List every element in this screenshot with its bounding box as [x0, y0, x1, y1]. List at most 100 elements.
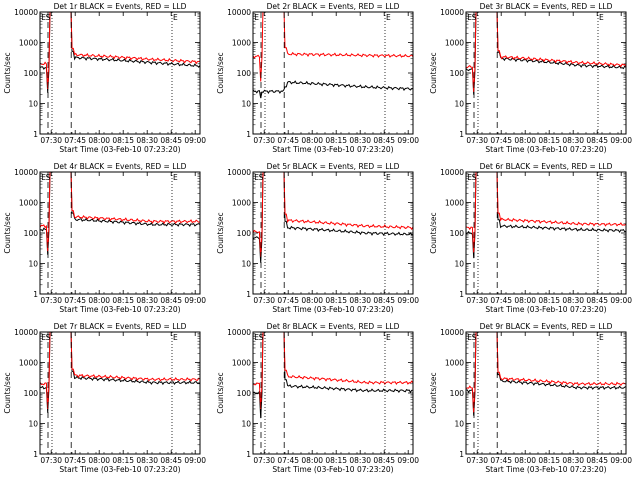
y-axis-label: Counts/sec	[3, 52, 12, 93]
y-axis-label: Counts/sec	[429, 52, 438, 93]
y-axis-label: Counts/sec	[216, 212, 225, 253]
y-tick-label: 1	[459, 290, 464, 299]
y-tick-label: 10	[28, 260, 38, 269]
x-axis-label: Start Time (03-Feb-10 07:23:20)	[272, 305, 393, 314]
x-tick-label: 08:30	[136, 456, 158, 465]
y-tick-label: 1	[246, 450, 251, 459]
marker-s-label: S	[259, 173, 264, 182]
x-tick-label: 08:15	[538, 136, 560, 145]
data-area	[40, 332, 200, 413]
x-axis-label: Start Time (03-Feb-10 07:23:20)	[272, 465, 393, 474]
marker-e-label: E	[254, 173, 259, 182]
y-tick-label: 1000	[19, 359, 38, 368]
x-tick-label: 09:00	[397, 296, 419, 305]
x-tick-label: 08:00	[88, 136, 110, 145]
y-tick-label: 100	[237, 389, 252, 398]
y-tick-label: 1	[459, 450, 464, 459]
series-events-line	[40, 332, 200, 413]
x-axis-label: Start Time (03-Feb-10 07:23:20)	[272, 145, 393, 154]
x-tick-label: 08:45	[373, 136, 395, 145]
panel-title: Det 8r BLACK = Events, RED = LLD	[267, 322, 400, 331]
x-tick-label: 08:30	[349, 296, 371, 305]
panel-title: Det 1r BLACK = Events, RED = LLD	[54, 2, 187, 11]
x-tick-label: 07:30	[253, 456, 275, 465]
y-tick-label: 10	[454, 420, 464, 429]
axes-frame	[39, 11, 201, 135]
x-tick-label: 08:45	[160, 296, 182, 305]
y-tick-label: 100	[24, 69, 39, 78]
x-tick-label: 07:30	[40, 456, 62, 465]
marker-e-end-label: E	[173, 333, 178, 342]
x-tick-label: 08:45	[373, 296, 395, 305]
marker-e-label: E	[467, 173, 472, 182]
y-tick-label: 10000	[440, 328, 464, 337]
series-events-line	[253, 172, 413, 263]
y-tick-label: 1000	[445, 359, 464, 368]
y-tick-label: 10	[454, 260, 464, 269]
x-tick-label: 08:30	[562, 296, 584, 305]
x-tick-label: 07:45	[277, 456, 299, 465]
marker-e-end-label: E	[599, 173, 604, 182]
data-area	[466, 12, 626, 95]
y-tick-label: 100	[24, 229, 39, 238]
y-tick-label: 10000	[440, 8, 464, 17]
y-tick-label: 100	[450, 229, 465, 238]
x-tick-label: 09:00	[397, 456, 419, 465]
x-tick-label: 08:45	[160, 136, 182, 145]
marker-e-label: E	[41, 13, 46, 22]
axes-frame	[252, 331, 414, 455]
y-tick-label: 1	[246, 290, 251, 299]
x-axis-label: Start Time (03-Feb-10 07:23:20)	[485, 145, 606, 154]
x-tick-label: 08:15	[538, 456, 560, 465]
y-tick-label: 10000	[14, 328, 38, 337]
series-events-line	[253, 80, 413, 99]
marker-s-label: S	[472, 13, 477, 22]
x-tick-label: 08:45	[586, 456, 608, 465]
marker-s-label: S	[259, 333, 264, 342]
marker-e-end-label: E	[386, 13, 391, 22]
marker-s-label: S	[472, 173, 477, 182]
marker-e-label: E	[254, 333, 259, 342]
panel-title: Det 7r BLACK = Events, RED = LLD	[54, 322, 187, 331]
x-tick-label: 07:45	[277, 136, 299, 145]
y-tick-label: 100	[450, 389, 465, 398]
y-tick-label: 100	[237, 69, 252, 78]
y-axis-label: Counts/sec	[3, 372, 12, 413]
panel-title: Det 2r BLACK = Events, RED = LLD	[267, 2, 400, 11]
series-lld-line	[40, 12, 200, 89]
y-tick-label: 10000	[227, 328, 251, 337]
x-tick-label: 08:15	[325, 456, 347, 465]
axes-frame	[252, 171, 414, 295]
x-tick-label: 08:30	[136, 136, 158, 145]
y-tick-label: 1000	[445, 39, 464, 48]
x-tick-label: 09:00	[184, 136, 206, 145]
x-tick-label: 08:45	[373, 456, 395, 465]
marker-s-label: S	[46, 333, 51, 342]
marker-e-end-label: E	[173, 13, 178, 22]
x-tick-label: 07:45	[64, 296, 86, 305]
panel-title: Det 9r BLACK = Events, RED = LLD	[480, 322, 613, 331]
x-tick-label: 08:15	[112, 456, 134, 465]
y-tick-label: 10	[241, 100, 251, 109]
x-axis-label: Start Time (03-Feb-10 07:23:20)	[485, 465, 606, 474]
y-axis-label: Counts/sec	[3, 212, 12, 253]
panel-title: Det 3r BLACK = Events, RED = LLD	[480, 2, 613, 11]
series-events-line	[40, 172, 200, 255]
x-tick-label: 09:00	[184, 456, 206, 465]
x-tick-label: 08:15	[112, 296, 134, 305]
marker-e-label: E	[254, 13, 259, 22]
series-lld-line	[466, 172, 626, 253]
x-tick-label: 08:00	[514, 136, 536, 145]
y-axis-label: Counts/sec	[216, 372, 225, 413]
x-tick-label: 07:30	[253, 296, 275, 305]
x-tick-label: 08:30	[562, 136, 584, 145]
series-lld-line	[40, 172, 200, 252]
marker-s-label: S	[46, 173, 51, 182]
